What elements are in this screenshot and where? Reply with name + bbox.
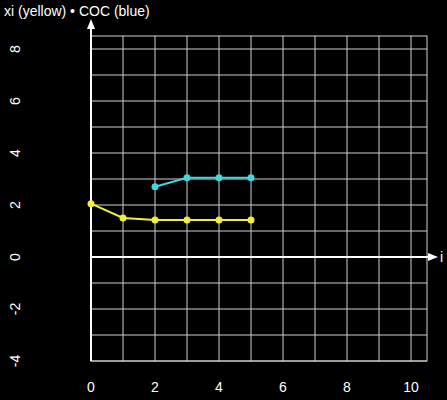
y-tick-label: 4 (7, 149, 23, 157)
point (120, 215, 127, 222)
grid-line-y (91, 205, 427, 206)
title: xi (yellow) • COC (blue) (4, 3, 150, 19)
grid-line-y (91, 309, 427, 310)
x-tick-label: 10 (403, 379, 419, 395)
x-axis-arrow (428, 253, 438, 261)
minor-grid-line-y (91, 283, 427, 284)
x-tick-label: 4 (215, 379, 223, 395)
minor-grid-line-x (187, 36, 188, 361)
grid-line-x (219, 36, 220, 361)
point (248, 174, 255, 181)
y-tick-label: 2 (7, 201, 23, 209)
grid-line-x (411, 36, 412, 361)
y-tick-label: -4 (7, 355, 23, 368)
point (152, 183, 159, 190)
point (216, 217, 223, 224)
x-tick-label: 2 (151, 379, 159, 395)
y-tick-label: 8 (7, 45, 23, 53)
minor-grid-line-y (91, 127, 427, 128)
point (152, 217, 159, 224)
point (184, 174, 191, 181)
chart: 0 2 4 6 8 10 -4 -2 0 2 4 6 8 xi (yellow) • COC (blue)… (0, 0, 447, 400)
y-axis-arrow (87, 19, 95, 29)
series-group (88, 174, 255, 223)
x-axis-label: i (440, 249, 443, 265)
grid (91, 36, 427, 361)
grid-line-y (91, 153, 427, 154)
point (88, 200, 95, 207)
point (216, 174, 223, 181)
y-tick-label: 0 (7, 253, 23, 261)
y-axis (90, 26, 92, 361)
minor-grid-line-y (91, 335, 427, 336)
series-line (155, 178, 251, 187)
minor-grid-line-y (91, 231, 427, 232)
plot-frame (91, 36, 427, 361)
point (248, 217, 255, 224)
x-tick-label: 0 (87, 379, 95, 395)
minor-grid-line-x (315, 36, 316, 361)
minor-grid-line-x (379, 36, 380, 361)
y-tick-label: 6 (7, 97, 23, 105)
grid-line-y (91, 101, 427, 102)
x-tick-label: 8 (343, 379, 351, 395)
grid-line-x (347, 36, 348, 361)
minor-grid-line-x (251, 36, 252, 361)
point (184, 217, 191, 224)
y-tick-label: -2 (7, 303, 23, 316)
background (0, 0, 447, 400)
minor-grid-line-x (123, 36, 124, 361)
x-tick-label: 6 (279, 379, 287, 395)
x-axis (91, 256, 431, 258)
grid-line-x (155, 36, 156, 361)
series-line (91, 204, 251, 220)
minor-grid-line-y (91, 179, 427, 180)
minor-grid-line-y (91, 75, 427, 76)
grid-line-y (91, 49, 427, 50)
grid-line-x (283, 36, 284, 361)
